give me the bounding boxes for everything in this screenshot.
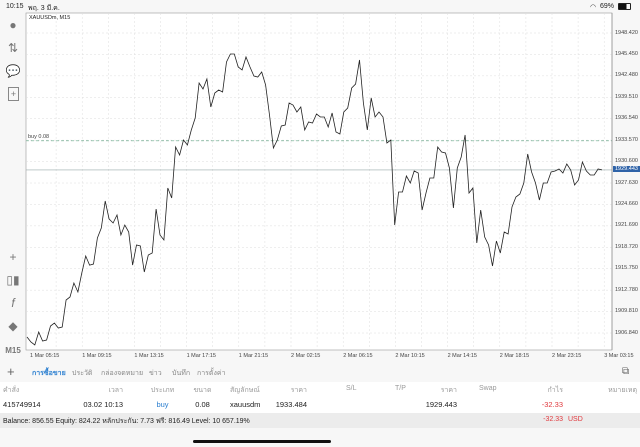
tab-trade[interactable]: การซื้อขาย <box>32 370 66 377</box>
header-swap[interactable]: Swap <box>479 385 497 392</box>
price-tick-label: 1924.660 <box>615 200 638 207</box>
header-symbol[interactable]: สัญลักษณ์ <box>230 387 260 394</box>
time-tick-label: 1 Mar 17:15 <box>186 353 216 359</box>
add-icon[interactable]: + <box>7 364 15 379</box>
time-tick-label: 2 Mar 02:15 <box>291 353 321 359</box>
balance-text: Balance: 856.55 Equity: 824.22 หลักประกั… <box>3 418 250 425</box>
time-tick-label: 2 Mar 10:15 <box>395 353 425 359</box>
account-summary: Balance: 856.55 Equity: 824.22 หลักประกั… <box>0 413 640 428</box>
price-tick-label: 1939.510 <box>615 93 638 100</box>
chart-symbol-label: XAUUSDm, M15 <box>29 15 71 21</box>
header-order[interactable]: คำสั่ง <box>3 387 20 394</box>
tab-settings[interactable]: การตั้งค่า <box>197 370 226 377</box>
header-price[interactable]: ราคา <box>290 387 307 394</box>
time-tick-label: 2 Mar 23:15 <box>552 353 582 359</box>
price-chart[interactable] <box>0 0 640 365</box>
header-sl[interactable]: S/L <box>346 385 357 392</box>
table-header: คำสั่ง เวลา ประเภท ขนาด สัญลักษณ์ ราคา S… <box>0 382 640 396</box>
table-row[interactable]: 415749914 03.02 10:13 buy 0.08 xauusdm 1… <box>0 396 640 413</box>
layout-icon[interactable]: ⧉ <box>622 366 630 377</box>
header-profit[interactable]: กำไร <box>547 387 563 394</box>
price-tick-label: 1921.690 <box>615 222 638 229</box>
trade-arrows-icon[interactable]: ⇅ <box>7 41 19 55</box>
time-tick-label: 1 Mar 13:15 <box>134 353 164 359</box>
header-current-price[interactable]: ราคา <box>440 387 457 394</box>
order-open-price: 1933.484 <box>275 400 307 409</box>
status-bar: 10:15 พฤ. 3 มี.ค. ◠ 69% <box>0 0 640 13</box>
price-tick-label: 1906.840 <box>615 329 638 336</box>
time-tick-label: 1 Mar 21:15 <box>238 353 269 359</box>
indicators-icon[interactable]: f <box>11 296 15 310</box>
timeframe-button[interactable]: M15 <box>5 346 21 355</box>
price-tick-label: 1930.600 <box>615 158 638 165</box>
order-profit: -32.33 <box>541 400 563 409</box>
header-time[interactable]: เวลา <box>108 387 123 394</box>
tab-mailbox[interactable]: กล่องจดหมาย <box>101 370 144 377</box>
account-icon[interactable]: ● <box>9 18 17 32</box>
price-tick-label: 1918.720 <box>615 243 638 250</box>
time-tick-label: 3 Mar 03:15 <box>604 353 634 359</box>
order-id: 415749914 <box>3 400 41 409</box>
header-tp[interactable]: T/P <box>395 385 406 392</box>
price-tick-label: 1945.450 <box>615 50 638 57</box>
time-tick-label: 1 Mar 09:15 <box>82 353 112 359</box>
battery-percent: 69% <box>600 3 615 10</box>
home-indicator[interactable] <box>193 440 331 443</box>
current-price-badge: 1929.443 <box>613 166 640 173</box>
tab-history[interactable]: ประวัติ <box>72 370 93 377</box>
order-volume: 0.08 <box>195 400 210 409</box>
order-symbol: xauusdm <box>230 400 261 409</box>
header-comment[interactable]: หมายเหตุ <box>608 387 637 394</box>
chat-icon[interactable]: 💬 <box>5 64 21 78</box>
wifi-icon: ◠ <box>590 4 597 11</box>
price-tick-label: 1936.540 <box>615 115 638 122</box>
total-profit: -32.33 <box>543 416 563 423</box>
price-tick-label: 1912.780 <box>615 286 638 293</box>
objects-icon[interactable]: ◆ <box>8 319 18 333</box>
chart-grid <box>26 13 612 350</box>
price-tick-label: 1909.810 <box>615 308 638 315</box>
price-tick-label: 1915.750 <box>615 265 638 272</box>
header-volume[interactable]: ขนาด <box>193 387 212 394</box>
time-tick-label: 2 Mar 14:15 <box>447 353 477 359</box>
price-tick-label: 1948.420 <box>615 29 638 36</box>
terminal-tabs: + การซื้อขาย ประวัติ กล่องจดหมาย ข่าว บั… <box>0 364 640 382</box>
price-tick-label: 1933.570 <box>615 136 638 143</box>
order-type: buy <box>156 400 169 409</box>
status-time: 10:15 <box>6 3 24 10</box>
price-line <box>26 53 603 346</box>
chart-area <box>25 12 613 351</box>
buy-line-label: buy 0.08 <box>28 133 50 140</box>
price-tick-label: 1927.630 <box>615 179 638 186</box>
crosshair-icon[interactable]: + <box>9 250 17 264</box>
time-tick-label: 2 Mar 18:15 <box>499 353 530 359</box>
tab-journal[interactable]: บันทึก <box>172 370 191 377</box>
order-time: 03.02 10:13 <box>83 400 123 409</box>
time-tick-label: 1 Mar 05:15 <box>30 353 60 359</box>
time-tick-label: 2 Mar 06:15 <box>343 353 373 359</box>
price-tick-label: 1942.480 <box>615 72 638 79</box>
chart-type-icon[interactable]: ▯▮ <box>6 273 20 287</box>
status-date: พฤ. 3 มี.ค. <box>28 5 60 12</box>
new-order-icon[interactable]: + <box>8 87 19 101</box>
currency: USD <box>568 416 583 423</box>
battery-icon <box>618 3 631 10</box>
tab-news[interactable]: ข่าว <box>149 370 162 377</box>
header-type[interactable]: ประเภท <box>150 387 175 394</box>
order-current-price: 1929.443 <box>425 400 457 409</box>
